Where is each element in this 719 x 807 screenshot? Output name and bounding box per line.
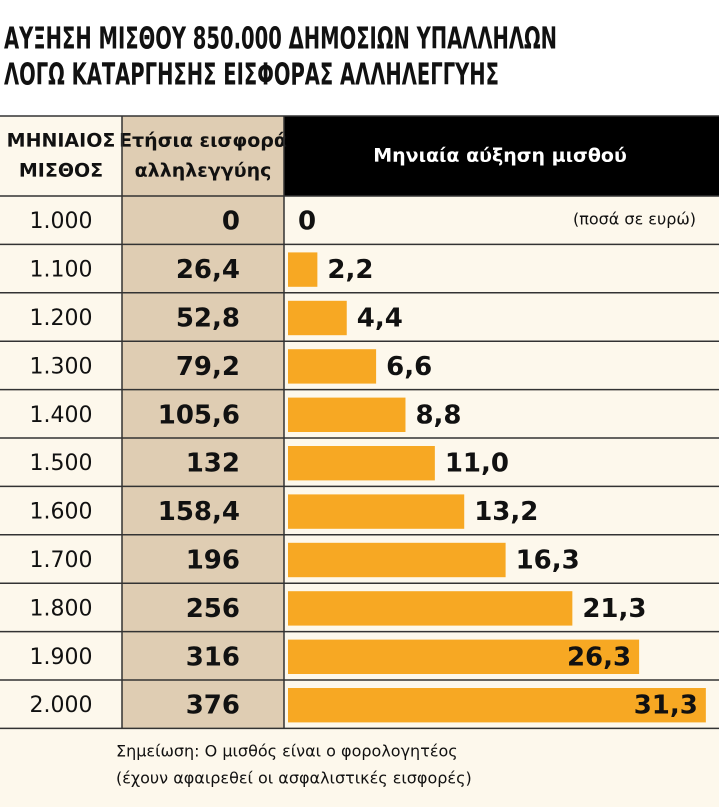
salary: 1.200 (30, 306, 93, 331)
bar (288, 688, 706, 723)
bar (288, 397, 406, 432)
contribution: 79,2 (176, 352, 240, 382)
contribution: 132 (186, 449, 240, 479)
contribution: 256 (186, 594, 240, 624)
column-header: αλληλεγγύης (135, 160, 272, 182)
bar-header (284, 116, 719, 196)
contribution: 105,6 (158, 400, 240, 430)
contribution: 196 (186, 546, 240, 576)
value-label: 8,8 (415, 400, 461, 430)
contribution-column (122, 116, 284, 728)
bar (288, 494, 465, 529)
bar (288, 300, 347, 336)
salary: 1.600 (30, 500, 93, 525)
note: (έχουν αφαιρεθεί οι ασφαλιστικές εισφορέ… (116, 769, 472, 788)
contribution: 158,4 (158, 497, 240, 527)
salary: 1.800 (30, 596, 93, 621)
bar (288, 446, 435, 481)
chart-title: ΛΟΓΩ ΚΑΤΑΡΓΗΣΗΣ ΕΙΣΦΟΡΑΣ ΑΛΛΗΛΕΓΓΥΗΣ (4, 58, 499, 93)
unit-note: (ποσά σε ευρώ) (573, 210, 696, 229)
salary: 1.400 (30, 403, 93, 428)
column-header: ΜΗΝΙΑΙΟΣ (7, 130, 116, 152)
salary: 2.000 (30, 693, 93, 718)
column-header: Μηνιαία αύξηση μισθού (373, 145, 627, 167)
value-label: 26,3 (567, 642, 631, 672)
contribution: 376 (186, 691, 240, 721)
bar (288, 349, 377, 384)
contribution: 0 (222, 207, 240, 237)
salary: 1.900 (30, 645, 93, 670)
bar (288, 252, 318, 287)
contribution: 316 (186, 642, 240, 672)
salary: 1.100 (30, 258, 93, 283)
bar (288, 591, 573, 626)
contribution: 26,4 (176, 255, 240, 285)
salary: 1.700 (30, 548, 93, 573)
value-label: 0 (298, 207, 316, 237)
bar (288, 542, 506, 578)
chart-title: ΑΥΞΗΣΗ ΜΙΣΘΟΥ 850.000 ΔΗΜΟΣΙΩΝ ΥΠΑΛΛΗΛΩΝ (4, 22, 557, 57)
column-header: Ετήσια εισφορά (119, 130, 287, 152)
value-label: 11,0 (445, 449, 509, 479)
note: Σημείωση: Ο μισθός είναι ο φορολογητέος (116, 742, 458, 761)
value-label: 4,4 (357, 304, 403, 334)
value-label: 21,3 (582, 594, 646, 624)
salary: 1.000 (30, 209, 93, 234)
column-header: ΜΙΣΘΟΣ (19, 160, 103, 182)
value-label: 16,3 (516, 546, 580, 576)
value-label: 2,2 (327, 255, 373, 285)
salary: 1.300 (30, 354, 93, 379)
salary: 1.500 (30, 451, 93, 476)
value-label: 6,6 (386, 352, 432, 382)
value-label: 13,2 (474, 497, 538, 527)
bar (288, 639, 640, 674)
contribution: 52,8 (176, 304, 240, 334)
value-label: 31,3 (634, 691, 698, 721)
